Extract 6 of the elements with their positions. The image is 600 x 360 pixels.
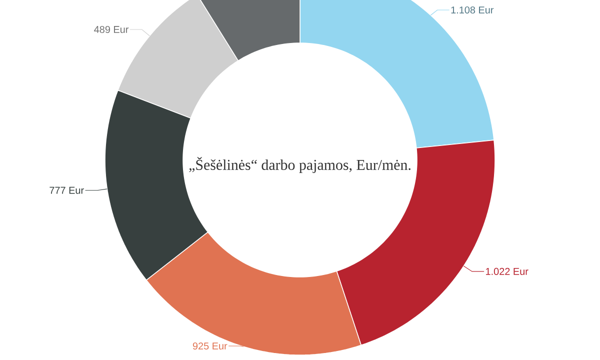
data-label: 1.022 Eur: [486, 268, 528, 275]
data-label: 1.108 Eur: [451, 6, 494, 14]
text: „Šešėlinės“ darbo pajamos, Eur/mėn.: [189, 157, 410, 174]
data-label: 925 Eur: [192, 342, 228, 350]
data-label: 777 Eur: [50, 186, 84, 194]
data-label: 489 Eur: [94, 26, 129, 34]
